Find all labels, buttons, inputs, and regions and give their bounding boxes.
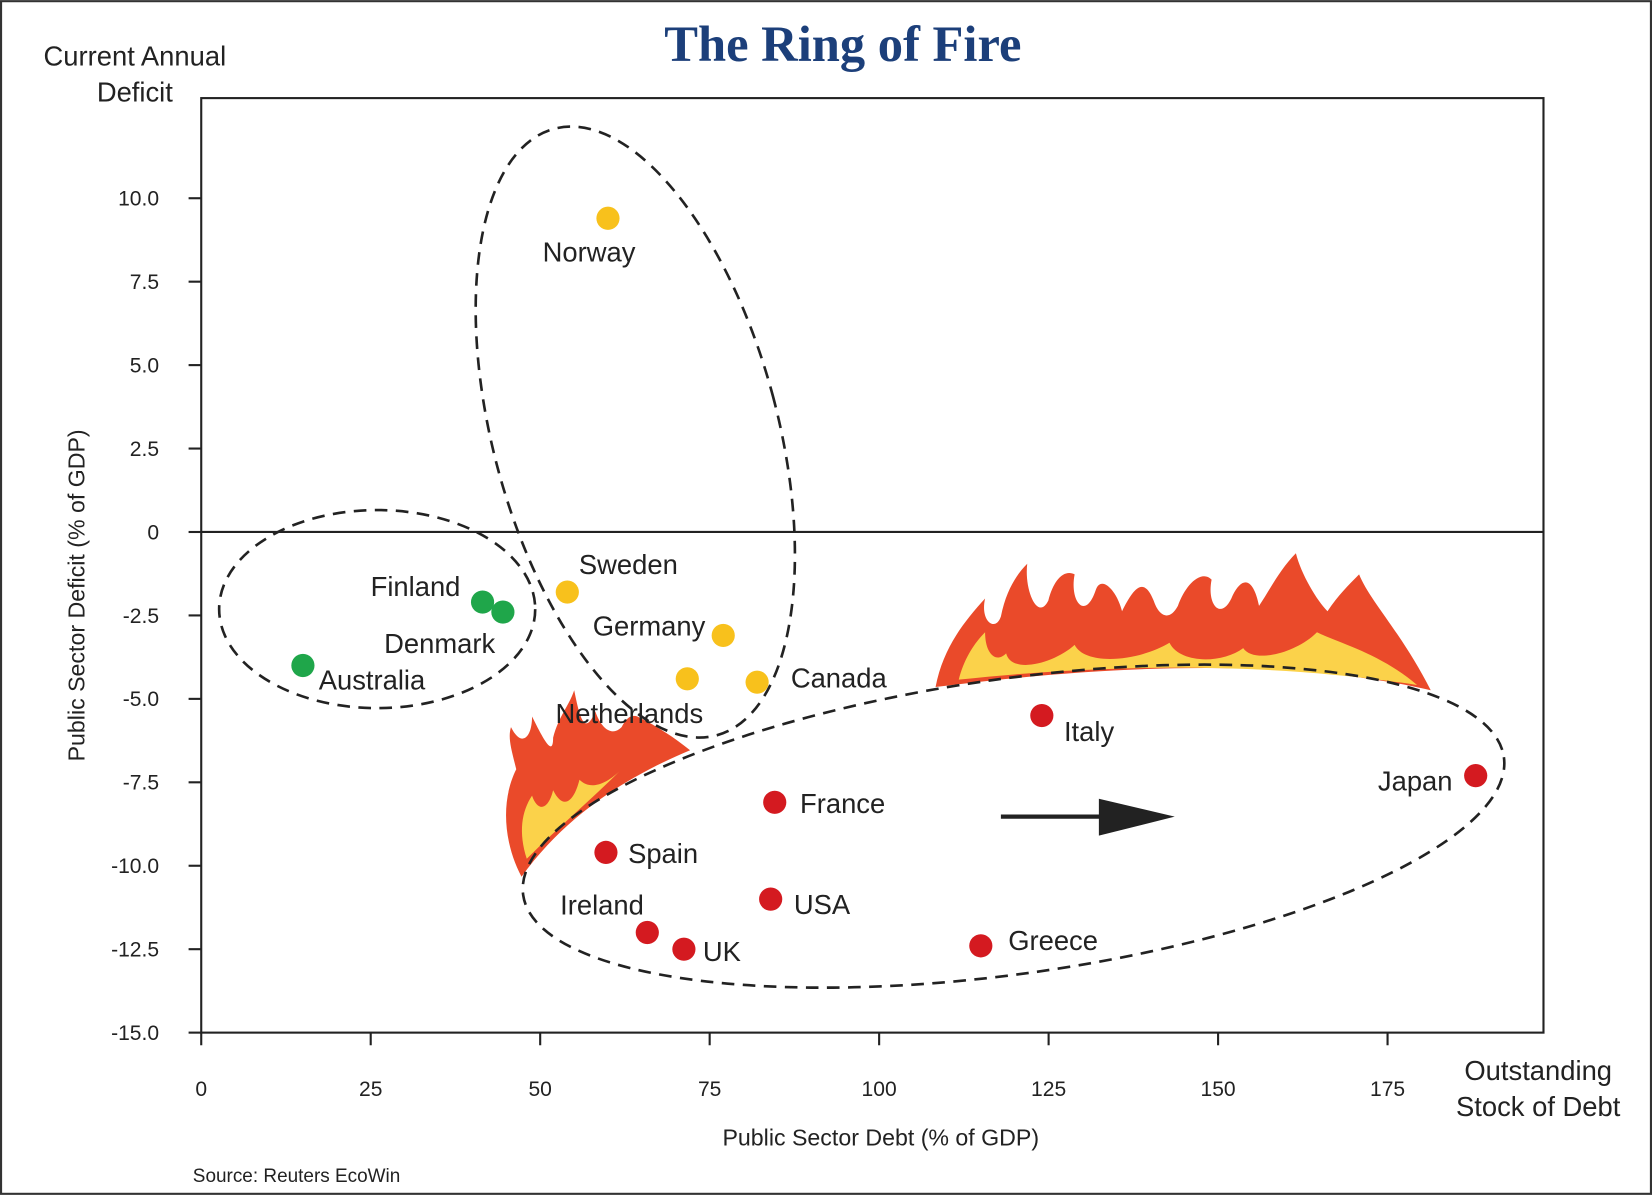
y-tick-label: -10.0 [111, 855, 159, 878]
y-tick-label: 10.0 [118, 188, 159, 211]
point-label: Netherlands [556, 698, 704, 729]
point-label: Denmark [384, 628, 495, 659]
x-corner-label: Outstanding [1464, 1055, 1612, 1086]
point [746, 671, 769, 694]
y-tick-label: 7.5 [130, 271, 159, 294]
point-label: Greece [1008, 925, 1098, 956]
x-tick-label: 75 [698, 1078, 721, 1101]
y-tick-label: -2.5 [123, 605, 159, 628]
chart: The Ring of Fire Current Annual Deficit … [0, 0, 1652, 1195]
y-tick-label: 0 [147, 521, 159, 544]
chart-title: The Ring of Fire [664, 16, 1021, 72]
y-tick-label: -12.5 [111, 939, 159, 962]
y-tick-label: -7.5 [123, 772, 159, 795]
y-axis-label: Public Sector Deficit (% of GDP) [63, 429, 89, 761]
point-label: Australia [319, 665, 426, 696]
point-label: Norway [543, 236, 636, 267]
frame [1, 1, 1651, 1194]
y-tick-label: 2.5 [130, 438, 159, 461]
point-label: Canada [791, 662, 888, 693]
point [969, 934, 992, 957]
point [672, 938, 695, 961]
point [596, 207, 619, 230]
x-tick-label: 125 [1031, 1078, 1066, 1101]
point [471, 590, 494, 613]
x-tick-label: 150 [1201, 1078, 1236, 1101]
x-tick-label: 50 [528, 1078, 551, 1101]
point [594, 841, 617, 864]
x-tick-label: 100 [862, 1078, 897, 1101]
point-label: Germany [593, 610, 706, 641]
x-tick-label: 0 [195, 1078, 207, 1101]
point [676, 667, 699, 690]
point [712, 624, 735, 647]
x-tick-label: 175 [1370, 1078, 1405, 1101]
point-label: UK [703, 936, 741, 967]
point [556, 580, 579, 603]
point [759, 888, 782, 911]
y-tick-label: -15.0 [111, 1022, 159, 1045]
point [636, 921, 659, 944]
point-label: Ireland [560, 890, 644, 921]
y-tick-label: 5.0 [130, 354, 159, 377]
point [1030, 704, 1053, 727]
point-label: France [800, 788, 885, 819]
x-axis-label: Public Sector Debt (% of GDP) [722, 1124, 1039, 1150]
y-corner-label: Deficit [97, 76, 173, 107]
x-corner-label: Stock of Debt [1456, 1091, 1621, 1122]
point-label: Sweden [579, 549, 678, 580]
point-label: Finland [371, 571, 461, 602]
point [491, 601, 514, 624]
source-note: Source: Reuters EcoWin [193, 1166, 401, 1187]
point-label: Spain [628, 838, 698, 869]
point-label: USA [794, 889, 851, 920]
x-tick-label: 25 [359, 1078, 382, 1101]
y-corner-label: Current Annual [44, 40, 227, 71]
point [763, 791, 786, 814]
point [1464, 764, 1487, 787]
point-label: Italy [1064, 716, 1115, 747]
y-tick-label: -5.0 [123, 688, 159, 711]
point-label: Japan [1378, 765, 1453, 796]
point [291, 654, 314, 677]
